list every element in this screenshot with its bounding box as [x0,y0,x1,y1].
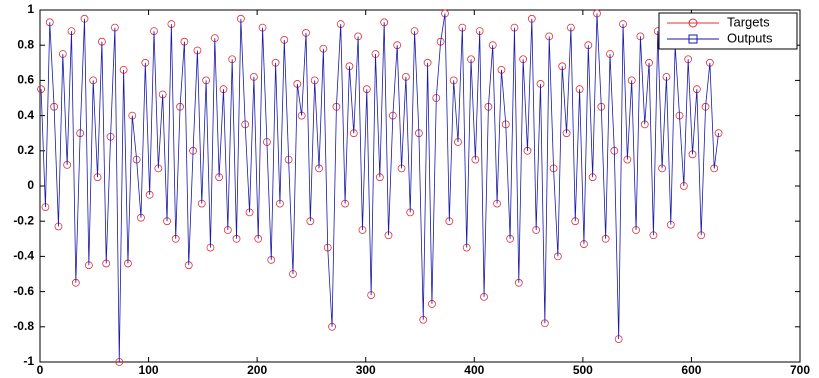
y-tick-label: -1 [23,354,34,368]
y-tick-label: 0.2 [17,143,34,157]
legend-marker [688,18,698,28]
x-tick-label: 300 [356,363,376,377]
y-tick-label: -0.6 [13,284,34,298]
x-tick-label: 0 [37,363,44,377]
y-tick-label: 0 [27,178,34,192]
y-tick-label: 0.6 [17,73,34,87]
y-tick-label: -0.4 [13,249,34,263]
x-tick-label: 100 [139,363,159,377]
x-tick-label: 400 [464,363,484,377]
y-tick-label: -0.2 [13,213,34,227]
y-tick-label: -0.8 [13,319,34,333]
y-tick-label: 0.8 [17,37,34,51]
output-line [40,13,719,363]
legend-box [658,12,798,50]
x-tick-label: 600 [681,363,701,377]
x-tick-label: 700 [790,363,810,377]
target-marker [714,129,723,138]
x-tick-label: 200 [247,363,267,377]
legend-label: Outputs [727,30,773,45]
y-tick-label: 1 [27,2,34,16]
legend-label: Targets [727,14,770,29]
y-tick-label: 0.4 [17,108,34,122]
legend-marker [688,34,698,44]
x-tick-label: 500 [573,363,593,377]
